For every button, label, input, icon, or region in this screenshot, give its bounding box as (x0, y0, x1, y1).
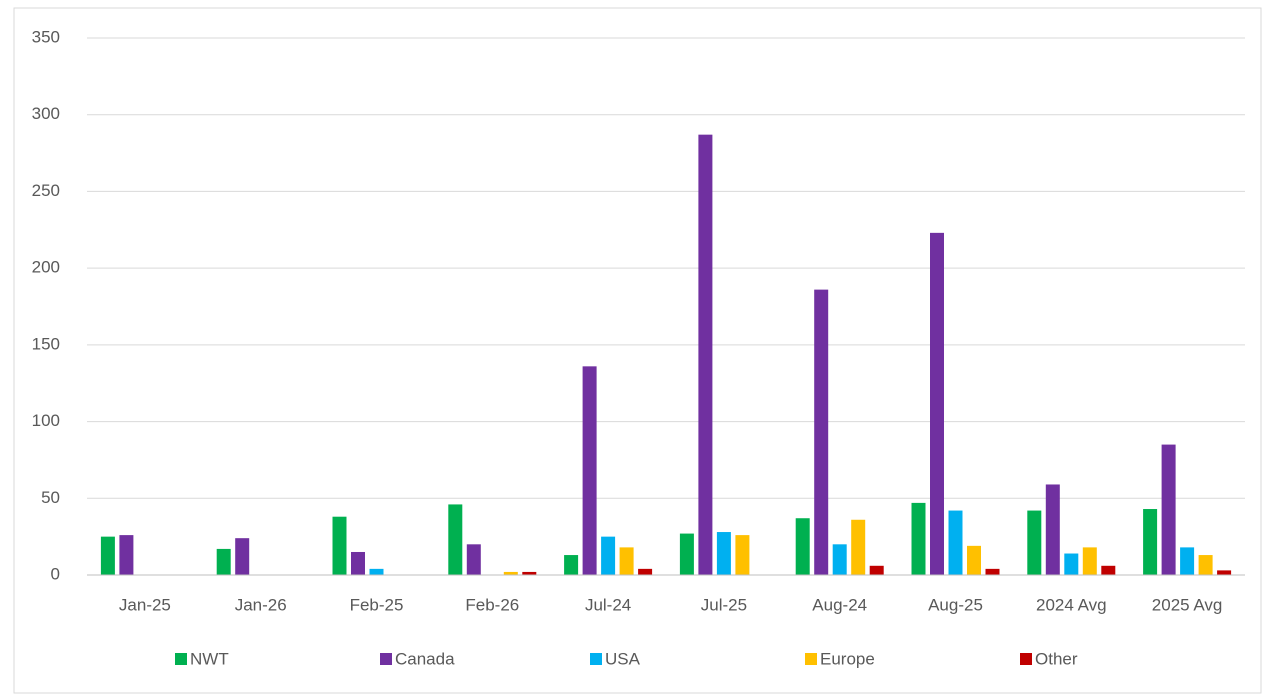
legend-label: Europe (820, 649, 875, 668)
bar (1101, 565, 1116, 575)
bar (795, 518, 810, 575)
x-tick-label: 2025 Avg (1152, 595, 1223, 614)
bar (119, 535, 134, 575)
y-tick-label: 50 (41, 488, 60, 507)
bar (564, 555, 579, 575)
bar (100, 536, 115, 575)
bar (869, 565, 884, 575)
bar (1198, 555, 1213, 575)
y-tick-label: 300 (32, 104, 60, 123)
bar (967, 545, 981, 575)
x-tick-label: Aug-25 (928, 595, 983, 614)
legend-swatch (805, 653, 817, 665)
legend-label: Canada (395, 649, 455, 668)
bar (466, 544, 481, 575)
bar (832, 544, 847, 575)
x-tick-label: Feb-25 (350, 595, 404, 614)
bar (735, 535, 750, 575)
x-tick-label: Jan-26 (235, 595, 287, 614)
bar (448, 504, 463, 575)
legend-swatch (590, 653, 602, 665)
x-tick-label: Jul-25 (701, 595, 747, 614)
bar (216, 548, 231, 575)
x-tick-label: Feb-26 (465, 595, 519, 614)
bar (332, 516, 347, 575)
bar (716, 532, 731, 575)
x-tick-label: Aug-24 (812, 595, 867, 614)
bar (814, 289, 829, 575)
y-tick-label: 100 (32, 411, 60, 430)
bar (911, 502, 926, 575)
legend-swatch (380, 653, 392, 665)
x-tick-label: Jul-24 (585, 595, 631, 614)
bar (369, 568, 384, 575)
bar (619, 547, 634, 575)
legend-label: USA (605, 649, 641, 668)
chart-frame (13, 7, 1262, 694)
y-tick-label: 150 (32, 334, 60, 353)
y-tick-label: 200 (32, 258, 60, 277)
y-tick-label: 350 (32, 27, 60, 46)
bar (235, 538, 250, 575)
bar (851, 519, 866, 575)
legend-label: NWT (190, 649, 229, 668)
x-tick-label: 2024 Avg (1036, 595, 1107, 614)
bar (1027, 510, 1042, 575)
bar (1143, 509, 1158, 575)
bar (930, 232, 944, 575)
bar (601, 536, 616, 575)
bar (351, 551, 365, 575)
bar (1217, 570, 1232, 575)
bar (1082, 547, 1097, 575)
legend-swatch (175, 653, 187, 665)
y-tick-label: 0 (51, 564, 60, 583)
bar (1161, 444, 1176, 575)
bar (985, 568, 1000, 575)
bar (1045, 484, 1060, 575)
legend-swatch (1020, 653, 1032, 665)
bar (638, 568, 653, 575)
bar (698, 134, 713, 575)
bar (1064, 553, 1079, 575)
bar (582, 366, 597, 575)
y-tick-label: 250 (32, 181, 60, 200)
bar (522, 571, 537, 575)
bar (679, 533, 694, 575)
bar (503, 571, 518, 575)
bar (948, 510, 963, 575)
x-tick-label: Jan-25 (119, 595, 171, 614)
legend-label: Other (1035, 649, 1078, 668)
bar (1180, 547, 1195, 575)
